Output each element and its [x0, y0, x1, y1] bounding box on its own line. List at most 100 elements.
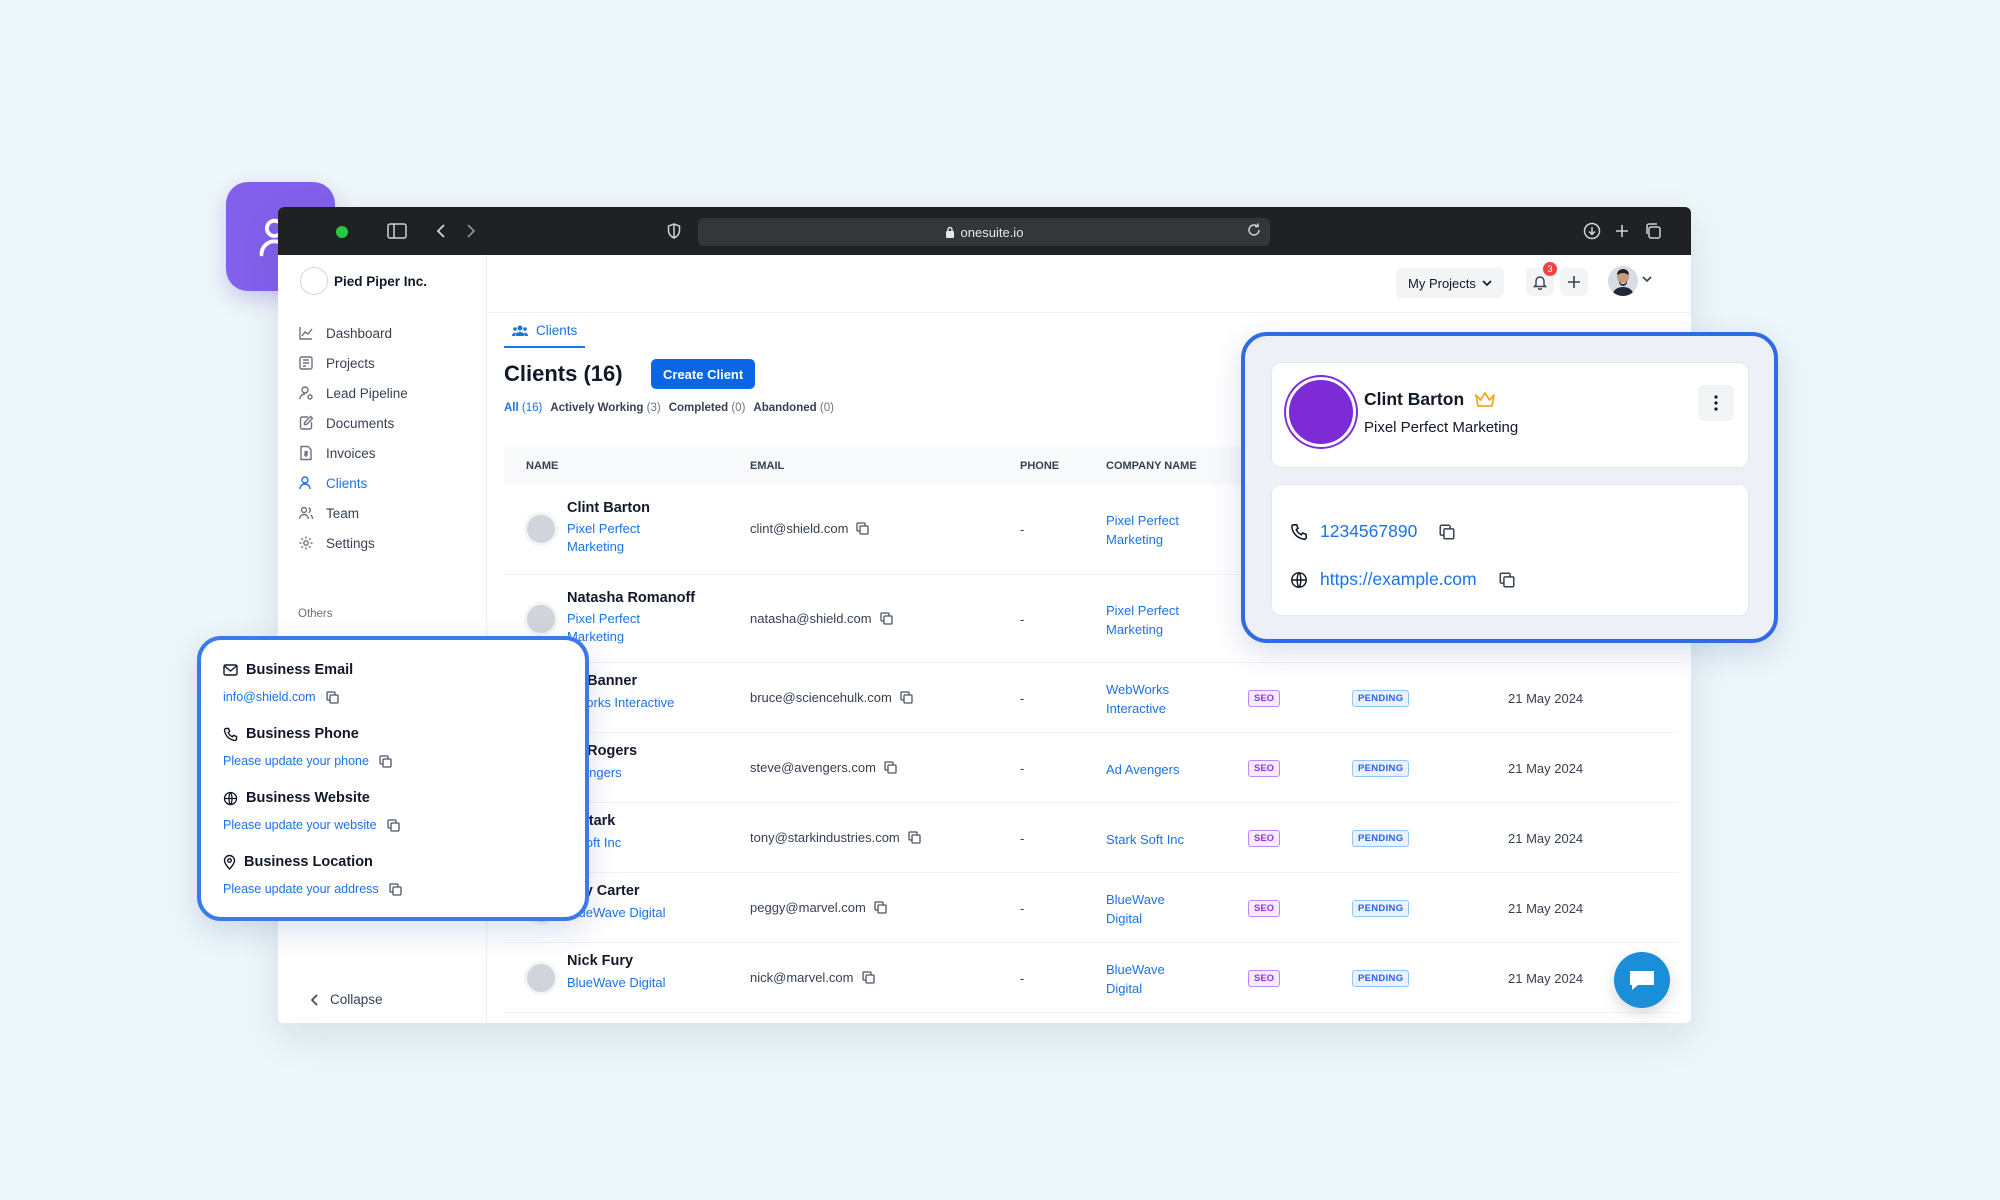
table-row[interactable]: Clint Barton Pixel Perfect Marketing cli… — [504, 485, 1679, 575]
column-header-company[interactable]: COMPANY NAME — [1106, 460, 1197, 472]
table-row[interactable]: ve Rogers Avengers steve@avengers.com - … — [504, 733, 1679, 803]
sidebar-item-clients[interactable]: Clients — [298, 468, 408, 498]
org-name: Pied Piper Inc. — [334, 274, 428, 289]
business-website-value[interactable]: Please update your website — [223, 818, 377, 832]
bell-icon — [1533, 276, 1547, 290]
copy-icon[interactable] — [386, 818, 400, 832]
client-phone: - — [1020, 831, 1025, 846]
add-button[interactable] — [1560, 268, 1588, 296]
table-row[interactable]: ggy Carter BlueWave Digital peggy@marvel… — [504, 873, 1679, 943]
profile-phone-link[interactable]: 1234567890 — [1320, 521, 1418, 541]
shield-icon[interactable] — [663, 220, 685, 242]
document-edit-icon — [299, 415, 314, 430]
user-avatar[interactable] — [1608, 266, 1638, 296]
chevron-down-icon[interactable] — [1642, 275, 1652, 283]
download-icon[interactable] — [1581, 220, 1603, 242]
client-name[interactable]: Natasha Romanoff — [567, 590, 696, 606]
client-date: 21 May 2024 — [1508, 691, 1584, 706]
client-company[interactable]: BlueWave Digital — [1106, 962, 1165, 996]
plus-icon — [1568, 276, 1580, 288]
create-client-button[interactable]: Create Client — [651, 359, 756, 389]
window-green-dot[interactable] — [336, 226, 348, 238]
sidebar-nav: Dashboard Projects Lead Pipeline Documen… — [298, 318, 408, 558]
forward-icon[interactable] — [460, 220, 482, 242]
chat-button[interactable] — [1614, 952, 1670, 1008]
business-email-value[interactable]: info@shield.com — [223, 690, 316, 704]
copy-icon[interactable] — [874, 901, 887, 914]
copy-icon[interactable] — [861, 971, 875, 984]
column-header-phone[interactable]: PHONE — [1020, 460, 1060, 472]
copy-icon[interactable] — [325, 690, 339, 704]
sidebar-item-invoices[interactable]: Invoices — [298, 438, 408, 468]
copy-icon[interactable] — [900, 691, 913, 704]
address-bar[interactable]: onesuite.io — [698, 218, 1270, 246]
client-date: 21 May 2024 — [1508, 831, 1584, 846]
copy-icon[interactable] — [1499, 571, 1515, 588]
table-row[interactable]: Natasha Romanoff Pixel Perfect Marketing… — [504, 575, 1679, 663]
service-tag: SEO — [1248, 690, 1281, 707]
client-company-link[interactable]: bWorks Interactive — [567, 695, 675, 710]
tabs-overview-icon[interactable] — [1642, 220, 1664, 242]
client-company-link[interactable]: Pixel Perfect Marketing — [567, 521, 640, 554]
notification-badge: 3 — [1543, 262, 1557, 276]
copy-icon[interactable] — [884, 761, 897, 774]
sidebar-item-team[interactable]: Team — [298, 498, 408, 528]
copy-icon[interactable] — [856, 522, 870, 535]
kebab-menu-icon — [1714, 395, 1718, 411]
client-email: natasha@shield.com — [750, 611, 893, 626]
client-company[interactable]: Stark Soft Inc — [1106, 832, 1185, 847]
notifications-button[interactable]: 3 — [1526, 262, 1557, 296]
filter-actively-working[interactable]: Actively Working (3) — [550, 402, 661, 414]
status-badge: PENDING — [1352, 760, 1410, 777]
client-email: bruce@sciencehulk.com — [750, 690, 913, 705]
business-phone-value[interactable]: Please update your phone — [223, 754, 369, 768]
sidebar-item-dashboard[interactable]: Dashboard — [298, 318, 408, 348]
column-header-name[interactable]: NAME — [526, 460, 559, 472]
status-filters: All (16) Actively Working (3) Completed … — [504, 402, 834, 414]
copy-icon[interactable] — [379, 754, 392, 768]
client-phone: - — [1020, 761, 1025, 776]
new-tab-icon[interactable] — [1611, 220, 1633, 242]
client-company[interactable]: Pixel Perfect Marketing — [1106, 513, 1179, 547]
client-name[interactable]: Clint Barton — [567, 500, 650, 516]
profile-phone-row: 1234567890 — [1290, 521, 1455, 542]
sidebar-item-projects[interactable]: Projects — [298, 348, 408, 378]
sidebar-item-documents[interactable]: Documents — [298, 408, 408, 438]
my-projects-dropdown[interactable]: My Projects — [1396, 268, 1504, 298]
sidebar-item-lead-pipeline[interactable]: Lead Pipeline — [298, 378, 408, 408]
client-company[interactable]: Ad Avengers — [1106, 762, 1180, 777]
copy-icon[interactable] — [389, 882, 402, 896]
business-location-value[interactable]: Please update your address — [223, 882, 379, 896]
client-company-link[interactable]: Pixel Perfect Marketing — [567, 611, 640, 644]
business-location-section: Business Location Please update your add… — [223, 854, 402, 896]
client-company[interactable]: WebWorks Interactive — [1106, 682, 1170, 716]
others-label: Others — [298, 608, 333, 620]
sidebar-item-settings[interactable]: Settings — [298, 528, 408, 558]
back-icon[interactable] — [430, 220, 452, 242]
copy-icon[interactable] — [879, 612, 893, 625]
client-phone: - — [1020, 901, 1025, 916]
client-company-link[interactable]: BlueWave Digital — [567, 975, 666, 990]
client-name[interactable]: Nick Fury — [567, 953, 634, 969]
filter-all[interactable]: All (16) — [504, 402, 543, 414]
business-phone-section: Business Phone Please update your phone — [223, 726, 392, 768]
client-company-link[interactable]: BlueWave Digital — [567, 905, 666, 920]
more-options-button[interactable] — [1698, 385, 1734, 421]
reload-icon[interactable] — [1246, 222, 1262, 238]
profile-website-link[interactable]: https://example.com — [1320, 569, 1477, 589]
table-row[interactable]: ce Banner bWorks Interactive bruce@scien… — [504, 663, 1679, 733]
filter-completed[interactable]: Completed (0) — [668, 402, 746, 414]
sidebar-toggle-icon[interactable] — [386, 220, 408, 242]
copy-icon[interactable] — [908, 831, 921, 844]
client-company[interactable]: Pixel Perfect Marketing — [1106, 603, 1179, 637]
tab-clients[interactable]: Clients — [504, 323, 586, 348]
client-phone: - — [1020, 522, 1025, 537]
table-row[interactable]: y Stark k Soft Inc tony@starkindustries.… — [504, 803, 1679, 873]
service-tag: SEO — [1248, 760, 1281, 777]
copy-icon[interactable] — [1439, 523, 1455, 540]
column-header-email[interactable]: EMAIL — [750, 460, 785, 472]
collapse-button[interactable]: Collapse — [310, 992, 383, 1007]
client-company[interactable]: BlueWave Digital — [1106, 892, 1165, 926]
filter-abandoned[interactable]: Abandoned (0) — [753, 402, 834, 414]
table-row[interactable]: Nick Fury BlueWave Digital nick@marvel.c… — [504, 943, 1679, 1013]
